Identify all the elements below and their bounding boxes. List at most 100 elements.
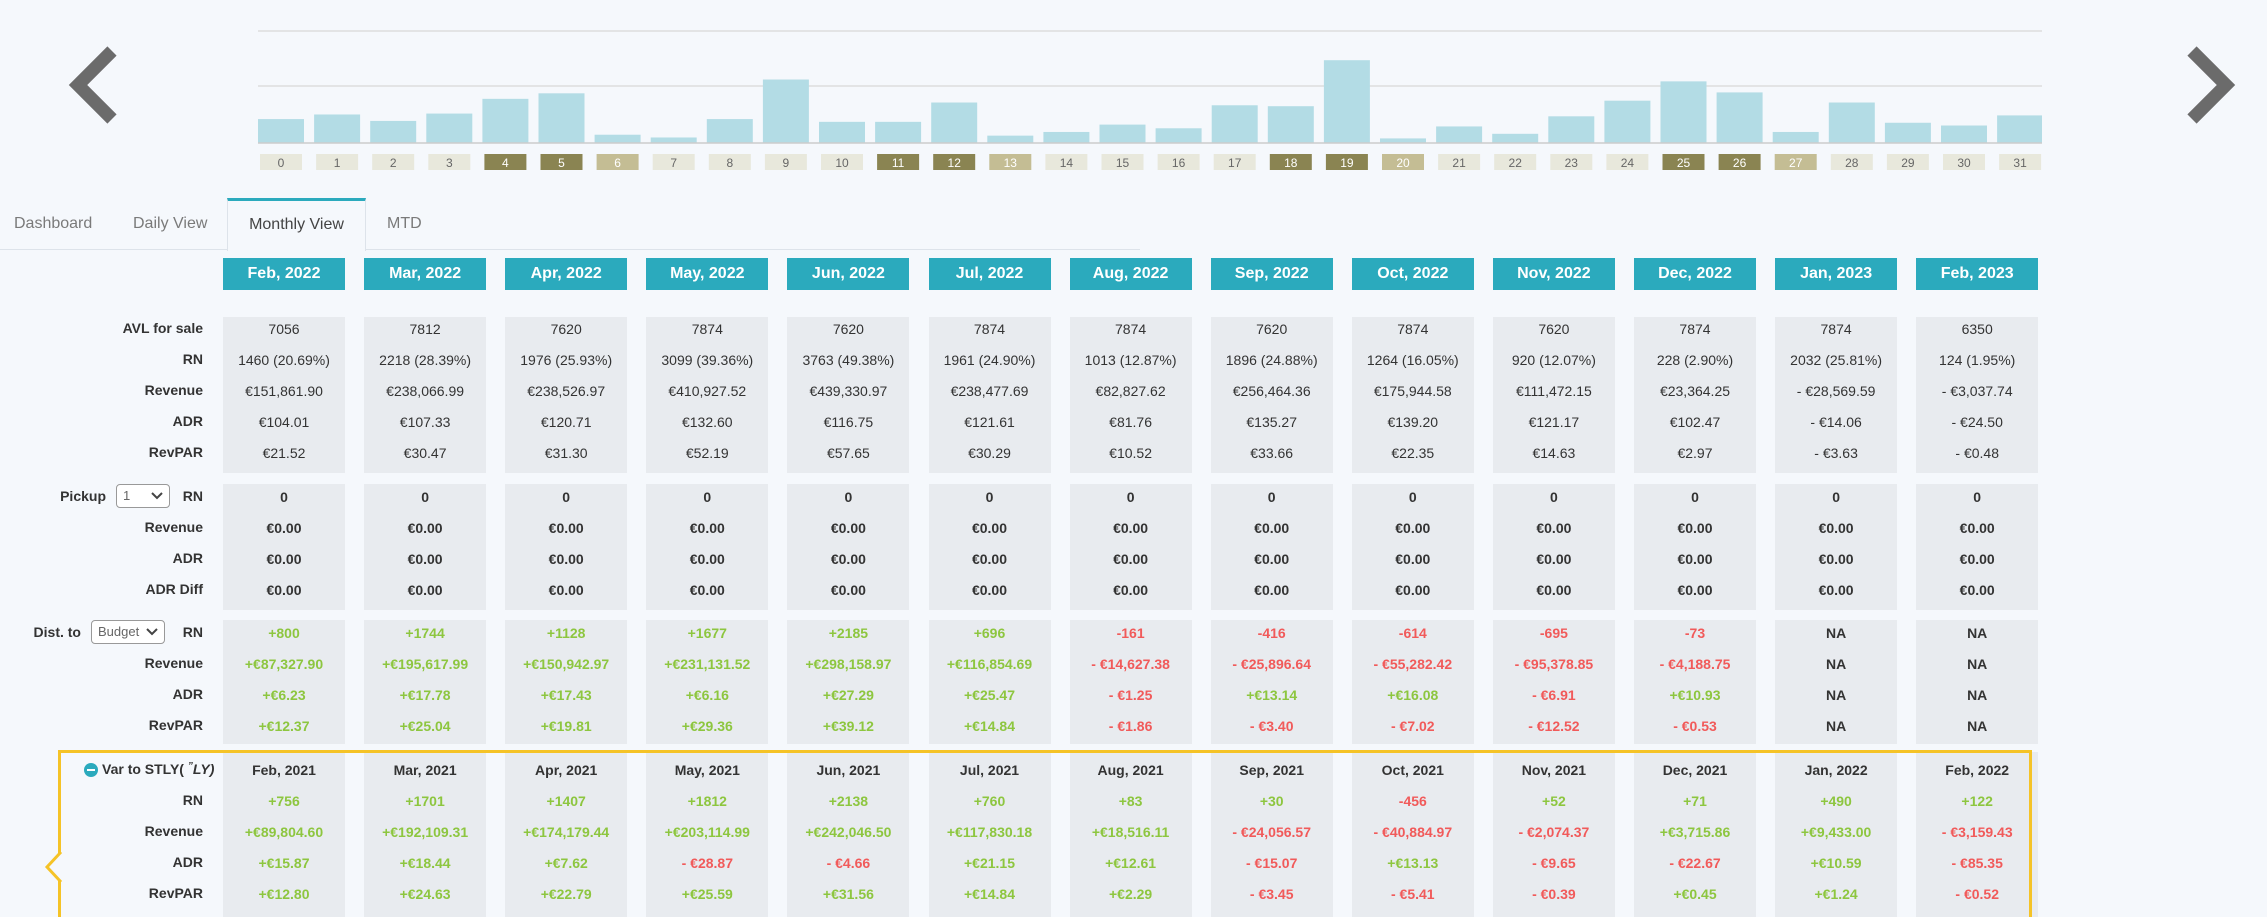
column-background (928, 752, 1051, 917)
column-background (1775, 620, 1898, 744)
histogram-day-label-bg (1606, 154, 1649, 170)
metric-cell: - €3,037.74 (1941, 383, 2013, 399)
metric-cell: -695 (1539, 625, 1568, 641)
row-label: ADR (172, 854, 203, 870)
metric-cell: €0.00 (1536, 582, 1572, 598)
metric-cell: +122 (1961, 793, 1993, 809)
metric-cell: €102.47 (1669, 414, 1721, 430)
metric-cell: €0.00 (1254, 551, 1290, 567)
metric-cell: - €0.53 (1673, 718, 1717, 734)
column-background (505, 317, 628, 473)
metric-cell: €23,364.25 (1659, 383, 1731, 399)
metric-cell: €238,526.97 (527, 383, 606, 399)
dist-to-select-value: Budget (98, 624, 140, 639)
histogram-day-label: 5 (558, 156, 565, 170)
histogram-day-label: 24 (1621, 156, 1635, 170)
tab-monthly-view[interactable]: Monthly View (227, 198, 366, 251)
chevron-down-icon (146, 628, 158, 636)
row-label: ADR (172, 686, 203, 702)
metric-cell: 7812 (409, 321, 441, 337)
month-header[interactable]: Jan, 2023 (1775, 258, 1898, 290)
row-label: Revenue (144, 382, 203, 398)
metric-cell: - €0.39 (1532, 886, 1576, 902)
metric-cell: €0.00 (407, 582, 443, 598)
metric-cell: +€116,854.69 (946, 656, 1033, 672)
month-header[interactable]: Nov, 2022 (1492, 258, 1615, 290)
stly-month-label: Dec, 2021 (1662, 762, 1728, 778)
metric-cell: +€21.15 (964, 855, 1015, 871)
month-header[interactable]: Aug, 2022 (1069, 258, 1192, 290)
metric-cell: 7874 (1679, 321, 1711, 337)
metric-cell: - €40,884.97 (1373, 824, 1453, 840)
month-header[interactable]: May, 2022 (646, 258, 769, 290)
metric-cell: €0.00 (266, 551, 302, 567)
month-header[interactable]: Apr, 2022 (505, 258, 628, 290)
histogram-day-label: 28 (1845, 156, 1859, 170)
column-background (1916, 752, 2039, 917)
month-header[interactable]: Dec, 2022 (1634, 258, 1756, 290)
histogram-day-label: 17 (1228, 156, 1242, 170)
month-header[interactable]: Feb, 2023 (1916, 258, 2039, 290)
chevron-left-icon (68, 46, 117, 124)
prev-period-button[interactable] (64, 45, 124, 125)
histogram-day-label: 15 (1116, 156, 1130, 170)
tab-daily-view[interactable]: Daily View (133, 215, 208, 232)
histogram-day-label: 26 (1733, 156, 1747, 170)
month-header[interactable]: Oct, 2022 (1351, 258, 1474, 290)
metric-cell: €0.00 (1959, 582, 1995, 598)
metric-cell: +€39.12 (822, 718, 874, 734)
metric-cell: €57.65 (826, 445, 870, 461)
metric-cell: +€231,131.52 (664, 656, 751, 672)
metric-cell: €30.47 (403, 445, 447, 461)
stly-title-text: Var to STLY( (102, 761, 188, 777)
metric-cell: -614 (1398, 625, 1427, 641)
metric-cell: €0.00 (266, 520, 302, 536)
column-background (1351, 752, 1474, 917)
metric-cell: - €3.63 (1814, 445, 1858, 461)
month-header[interactable]: Jul, 2022 (928, 258, 1051, 290)
metric-cell: NA (1967, 687, 1988, 703)
pickup-select[interactable]: 1 (116, 484, 170, 508)
month-header[interactable]: Feb, 2022 (223, 258, 345, 290)
metric-cell: - €1.86 (1108, 718, 1153, 734)
view-tabs: Dashboard Daily View Monthly View MTD (0, 198, 1140, 251)
histogram-bar (1155, 128, 1202, 143)
metric-cell: - €9.65 (1532, 855, 1576, 871)
column-background (1775, 484, 1898, 610)
dist-to-select[interactable]: Budget (91, 620, 165, 644)
metric-cell: +71 (1683, 793, 1707, 809)
histogram-day-label-bg (1886, 154, 1929, 170)
month-header[interactable]: Jun, 2022 (787, 258, 910, 290)
histogram-day-label-bg (1830, 154, 1873, 170)
metric-cell: €116.75 (823, 414, 874, 430)
month-header[interactable]: Mar, 2022 (364, 258, 487, 290)
metric-cell: NA (1967, 718, 1988, 734)
column-background (1916, 317, 2039, 473)
metric-cell: +30 (1259, 793, 1284, 809)
tab-dashboard[interactable]: Dashboard (14, 215, 93, 232)
histogram-bar (706, 119, 753, 143)
metric-cell: 0 (280, 489, 288, 505)
metric-cell: - €3,159.43 (1941, 824, 2013, 840)
column-background (1634, 620, 1756, 744)
next-period-button[interactable] (2180, 45, 2240, 125)
metric-cell: - €55,282.42 (1373, 656, 1453, 672)
column-background (1916, 620, 2039, 744)
month-header[interactable]: Sep, 2022 (1210, 258, 1333, 290)
metric-cell: -416 (1257, 625, 1286, 641)
collapse-minus-icon[interactable] (84, 763, 98, 777)
column-background (1634, 484, 1756, 610)
metric-cell: 7056 (268, 321, 300, 337)
metric-cell: - €85.35 (1951, 855, 2003, 871)
metric-cell: +€17.43 (540, 687, 592, 703)
stly-month-label: May, 2021 (674, 762, 740, 778)
metric-cell: +€192,109.31 (382, 824, 469, 840)
histogram-day-label-bg (1382, 154, 1424, 170)
tab-mtd[interactable]: MTD (387, 215, 422, 232)
metric-cell: NA (1825, 687, 1847, 703)
histogram-day-label-bg (989, 154, 1032, 170)
pickup-label: Pickup (60, 488, 106, 504)
metric-cell: 1961 (24.90%) (943, 352, 1036, 368)
chevron-right-icon (2187, 46, 2236, 124)
histogram-day-label: 25 (1677, 156, 1691, 170)
